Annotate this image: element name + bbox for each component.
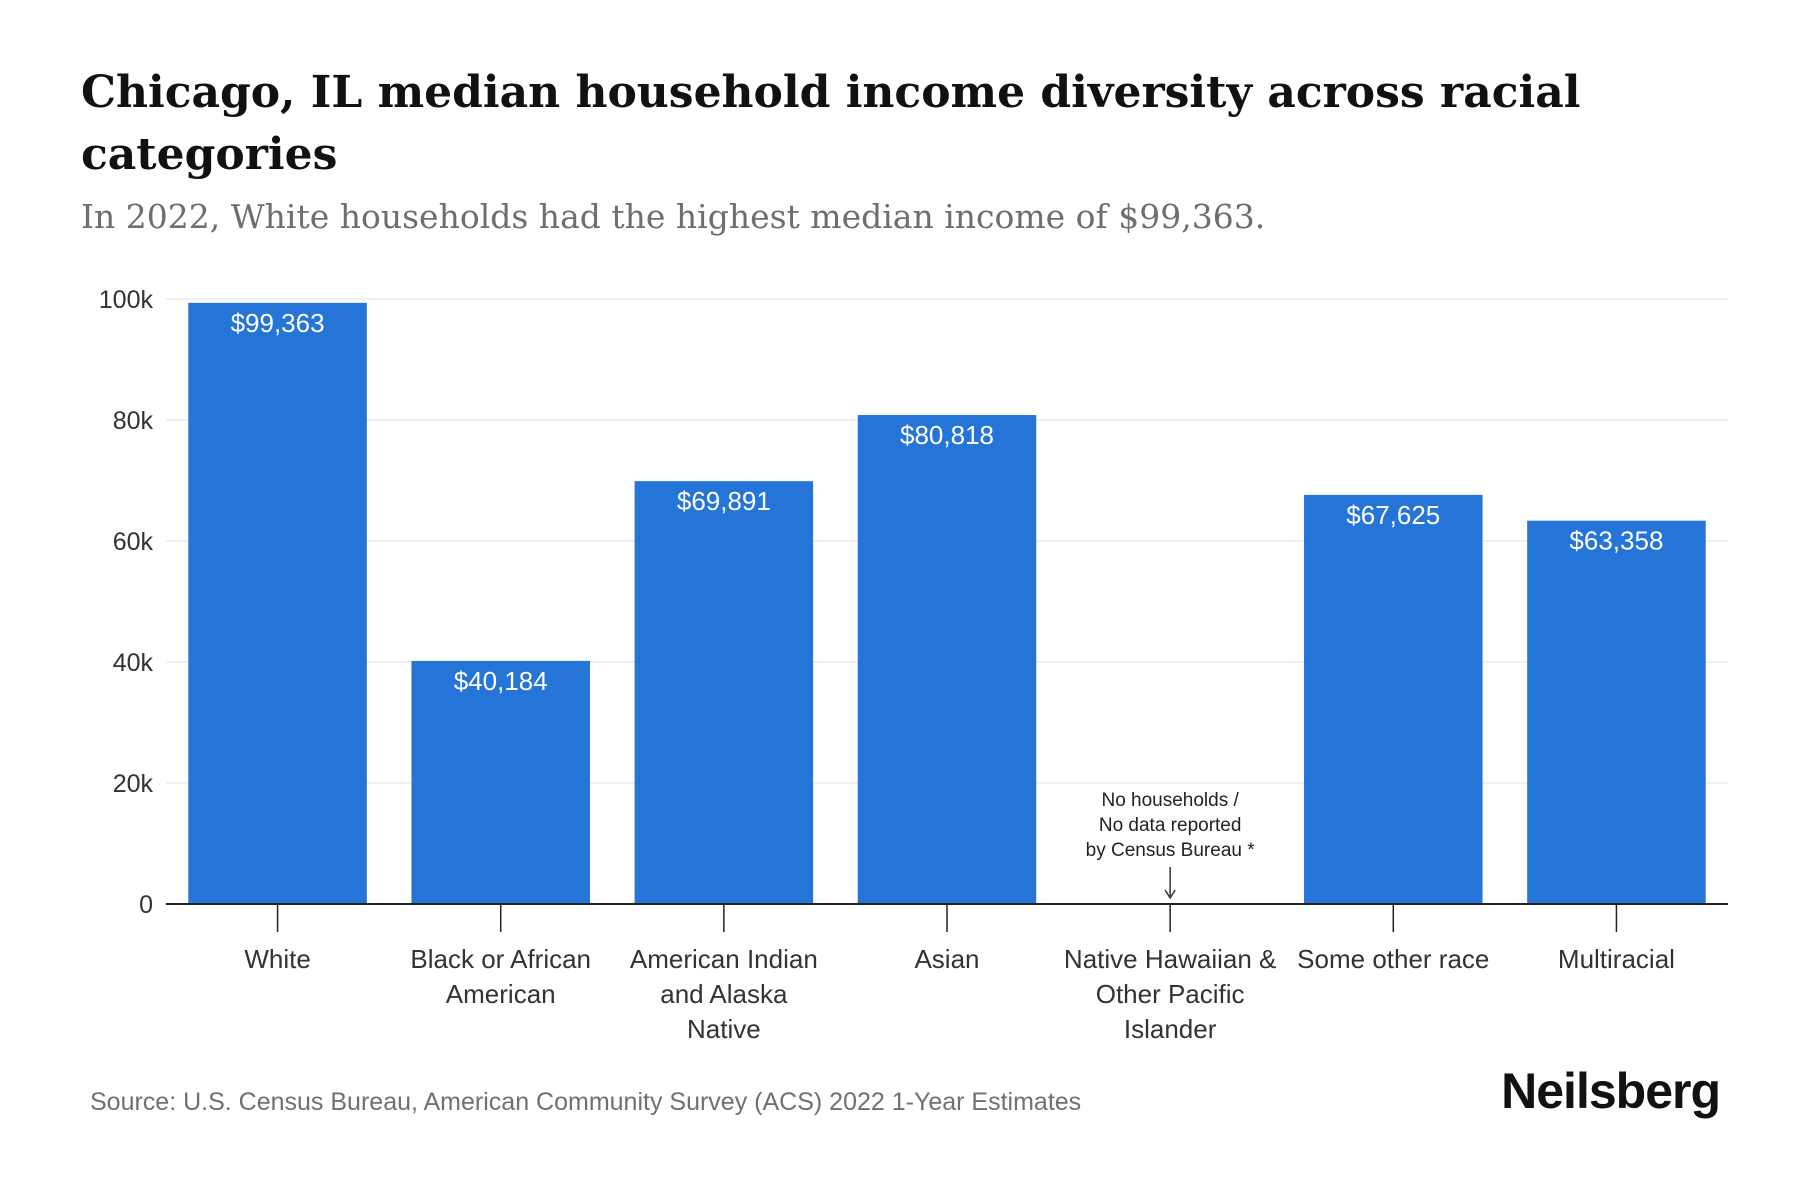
- y-tick-label: 100k: [99, 286, 154, 314]
- bar: [1527, 520, 1706, 904]
- bar-value-label: $40,184: [454, 666, 548, 696]
- bar: [188, 302, 367, 904]
- y-tick-label: 60k: [113, 528, 154, 556]
- no-data-note-line: No households /: [1101, 790, 1239, 811]
- x-tick-label-line: Other Pacific: [1096, 979, 1245, 1009]
- y-tick-label: 0: [139, 891, 153, 919]
- chart-title: Chicago, IL median household income dive…: [81, 67, 1581, 180]
- no-data-note-line: No data reported: [1099, 815, 1242, 836]
- x-tick-label: Native Hawaiian & Other Pacific Islander: [1064, 944, 1276, 1044]
- arrow-head-icon: [1164, 889, 1176, 900]
- source-note: Source: U.S. Census Bureau, American Com…: [90, 1088, 1082, 1116]
- x-tick-label-line: Native Hawaiian &: [1064, 944, 1276, 974]
- x-tick-label-line: White: [244, 944, 310, 974]
- bar-value-label: $69,891: [677, 486, 771, 516]
- value-labels: $99,363 $40,184 $69,891 $80,818 $67,625 $63,3…: [231, 308, 1664, 696]
- x-tick-label-line: Some other race: [1297, 944, 1489, 974]
- bar: [411, 660, 590, 904]
- x-tick-label-line: and Alaska: [660, 979, 788, 1009]
- y-axis-ticks: 0 20k 40k 60k 80k 100k: [99, 286, 154, 919]
- bar-value-label: $63,358: [1569, 526, 1663, 556]
- x-tick-label: Some other race: [1297, 944, 1489, 974]
- x-tick-label: American Indian and Alaska Native: [630, 944, 818, 1044]
- brand-logo: Neilsberg: [1501, 1063, 1721, 1119]
- no-data-note: No households / No data reported by Census…: [1086, 790, 1256, 861]
- no-data-note-line: by Census Bureau *: [1086, 840, 1256, 861]
- x-tick-label-line: American Indian: [630, 944, 818, 974]
- no-data-annotation: No households / No data reported by Census…: [1086, 790, 1256, 900]
- bar: [857, 415, 1037, 904]
- x-tick-label: White: [244, 944, 310, 974]
- x-tick-label: Black or African American: [410, 944, 591, 1009]
- bar-value-label: $67,625: [1346, 500, 1440, 530]
- y-tick-label: 80k: [113, 407, 154, 435]
- bar: [634, 481, 814, 904]
- bars: [188, 302, 1706, 904]
- y-tick-label: 20k: [113, 770, 154, 798]
- x-tick-label-line: American: [446, 979, 556, 1009]
- y-tick-label: 40k: [113, 649, 154, 677]
- bar-value-label: $80,818: [900, 420, 994, 450]
- x-tick-label-line: Asian: [914, 944, 979, 974]
- x-tick-label: Asian: [914, 944, 979, 974]
- bar-value-label: $99,363: [231, 308, 325, 338]
- x-tick-label-line: Native: [687, 1014, 761, 1044]
- x-tick-label: Multiracial: [1558, 944, 1675, 974]
- chart-subtitle: In 2022, White households had the highes…: [81, 197, 1266, 236]
- x-tick-label-line: Islander: [1124, 1014, 1217, 1044]
- x-tick-label-line: Black or African: [410, 944, 591, 974]
- x-axis-ticks: White Black or African American American In…: [244, 904, 1675, 1044]
- x-tick-label-line: Multiracial: [1558, 944, 1675, 974]
- bar: [1304, 494, 1483, 904]
